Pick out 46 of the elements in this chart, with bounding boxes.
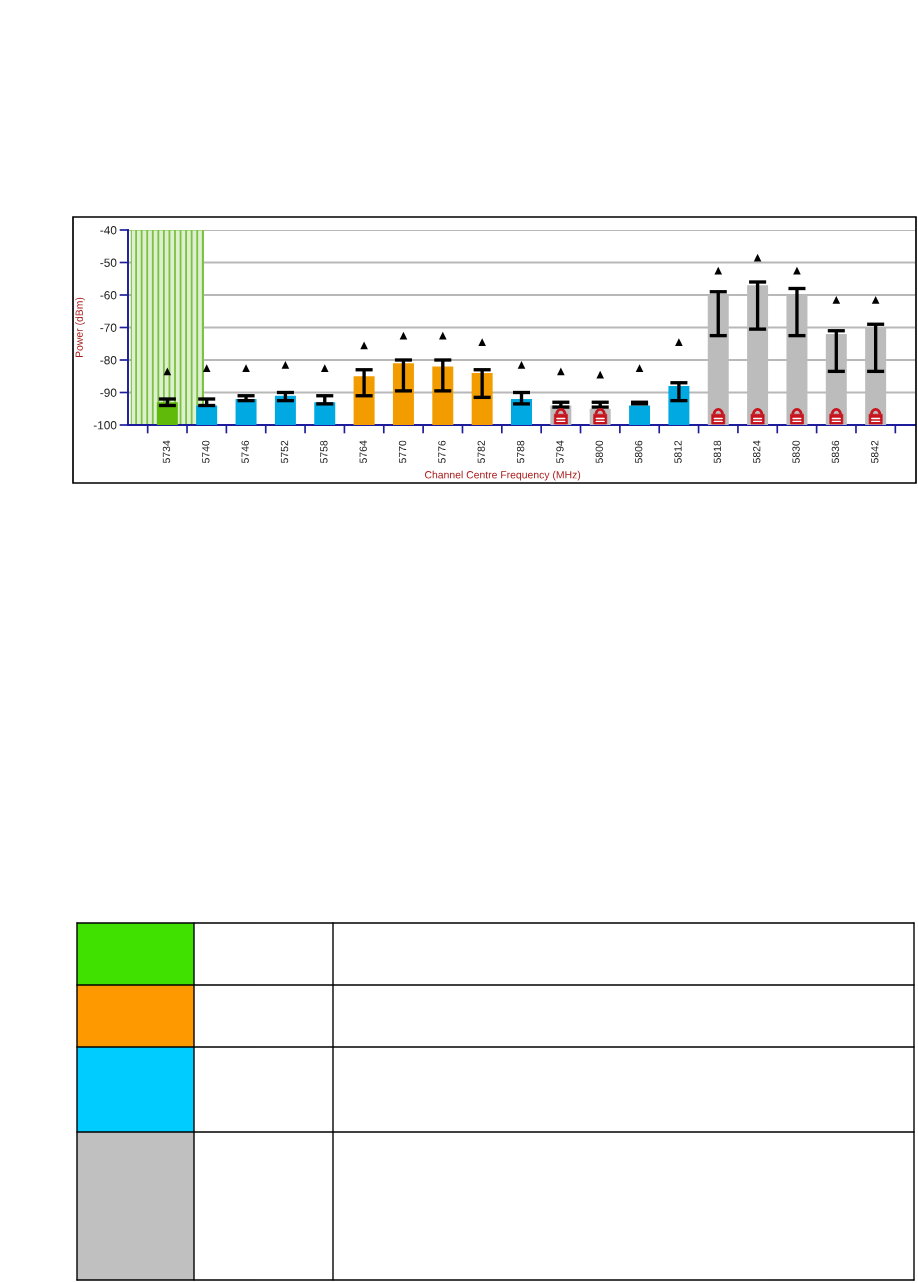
point xyxy=(596,370,604,379)
x-tick-label: 5752 xyxy=(280,440,289,464)
y-tick-label: -100 xyxy=(93,421,117,430)
point xyxy=(202,364,211,372)
y-tick-label: -40 xyxy=(100,226,117,235)
y-tick-label: -70 xyxy=(100,323,117,332)
x-tick-label: 5770 xyxy=(398,440,407,464)
point xyxy=(360,341,368,350)
x-tick-label: 5782 xyxy=(477,440,485,464)
y-tick-label: -90 xyxy=(100,388,117,397)
x-tick-label: 5776 xyxy=(438,440,446,464)
point xyxy=(517,361,526,369)
point xyxy=(478,338,486,346)
x-tick-label: 5812 xyxy=(674,440,682,464)
x-tick-label: 5794 xyxy=(556,440,564,464)
point xyxy=(832,296,841,304)
x-tick-label: 5818 xyxy=(713,440,722,464)
point xyxy=(242,364,250,372)
x-tick-label: 5740 xyxy=(202,440,210,464)
point xyxy=(635,364,644,372)
point xyxy=(439,331,447,340)
point xyxy=(675,338,683,346)
x-tick-label: 5824 xyxy=(753,440,761,464)
y-axis-title: Power (dBm) xyxy=(75,297,85,358)
point xyxy=(871,296,880,304)
point xyxy=(557,367,565,376)
y-tick-label: -60 xyxy=(100,291,117,300)
x-tick-label: 5842 xyxy=(871,440,879,464)
point xyxy=(281,361,290,369)
x-tick-label: 5788 xyxy=(516,440,525,464)
x-tick-label: 5836 xyxy=(831,440,840,464)
bar xyxy=(196,405,218,425)
point xyxy=(320,364,329,372)
y-tick-label: -80 xyxy=(100,356,117,365)
x-tick-label: 5830 xyxy=(792,440,800,464)
x-tick-label: 5764 xyxy=(359,440,367,464)
x-tick-label: 5800 xyxy=(595,440,603,464)
x-tick-label: 5758 xyxy=(320,440,328,464)
point xyxy=(163,367,172,376)
x-tick-label: 5734 xyxy=(162,440,171,464)
bar xyxy=(274,395,296,425)
x-tick-label: 5806 xyxy=(634,440,643,464)
x-tick-label: 5746 xyxy=(241,440,249,464)
point xyxy=(714,266,723,275)
y-tick-label: -50 xyxy=(100,258,117,267)
x-axis-title: Channel Centre Frequency (MHz) xyxy=(424,470,581,481)
